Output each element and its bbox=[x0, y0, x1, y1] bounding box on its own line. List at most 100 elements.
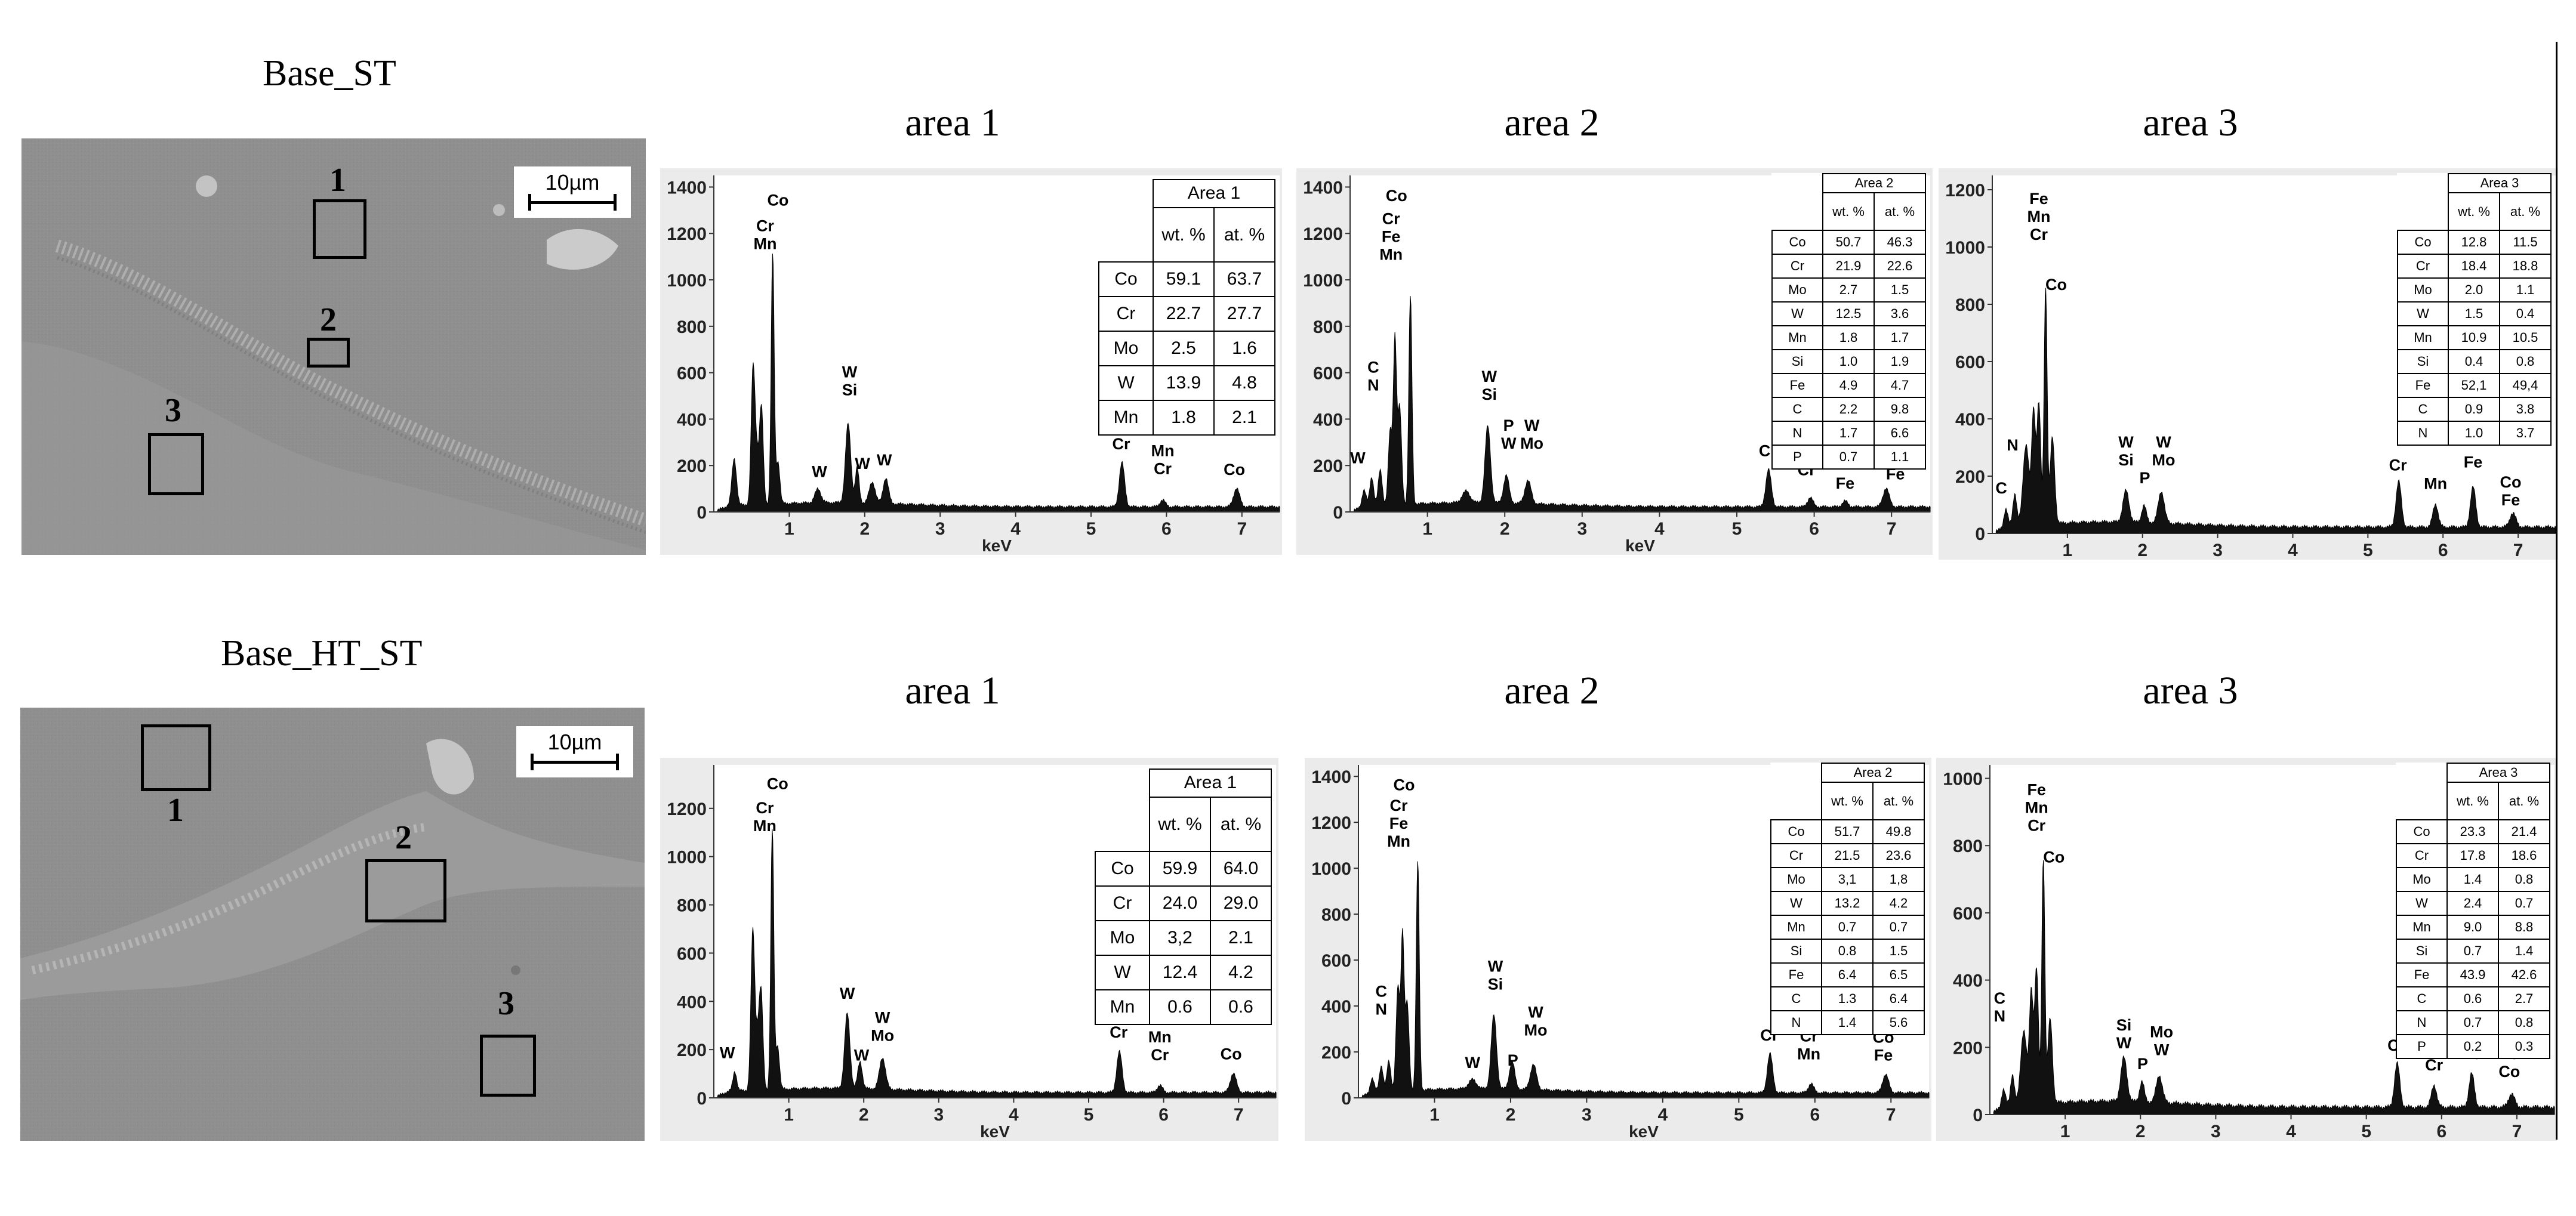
x-tick-label: 7 bbox=[2512, 1122, 2522, 1141]
element-cell: Cr bbox=[1095, 885, 1150, 922]
x-tick-label: 2 bbox=[1500, 519, 1510, 539]
table-corner bbox=[2398, 174, 2448, 193]
value-cell: 2.7 bbox=[1822, 277, 1875, 303]
table-header: wt. % bbox=[1821, 782, 1874, 821]
value-cell: 3.7 bbox=[2499, 421, 2552, 446]
area-label-3: 3 bbox=[165, 392, 181, 429]
value-cell: 21.9 bbox=[1822, 254, 1875, 279]
value-cell: 6.4 bbox=[1872, 986, 1925, 1012]
peak-label: P bbox=[1503, 416, 1514, 434]
value-cell: 18.6 bbox=[2498, 843, 2550, 869]
element-cell: Si bbox=[1771, 349, 1823, 375]
x-axis-label: keV bbox=[1629, 1122, 1659, 1141]
eds-spectrum-base-st-area-1: 0 200 400 600 800 1000 1200 1400 1 2 3 4 5 6 7 keV Co Cr M… bbox=[660, 168, 1282, 555]
value-cell: 49.8 bbox=[1872, 819, 1925, 845]
peak-label: Fe bbox=[2029, 190, 2048, 208]
element-cell: N bbox=[1770, 1010, 1822, 1036]
value-cell: 0.6 bbox=[1149, 989, 1211, 1026]
element-cell: Mo bbox=[1771, 277, 1823, 303]
value-cell: 29.0 bbox=[1210, 885, 1272, 922]
area-box-3 bbox=[480, 1035, 536, 1097]
peak-label: W bbox=[2156, 433, 2171, 451]
y-tick-label: 1200 bbox=[1311, 813, 1351, 833]
value-cell: 24.0 bbox=[1149, 885, 1211, 922]
element-cell: Fe bbox=[2397, 373, 2449, 399]
peak-label: Cr bbox=[1382, 210, 1400, 228]
table-row: Mn 9.0 8.8 bbox=[2396, 915, 2550, 940]
element-cell: Mo bbox=[2396, 867, 2448, 893]
peak-label: W bbox=[1488, 957, 1503, 975]
panel-title-base-st-area-1: area 1 bbox=[905, 101, 1000, 144]
y-tick-label: 400 bbox=[1313, 410, 1343, 430]
value-cell: 49,4 bbox=[2499, 373, 2552, 399]
value-cell: 1.5 bbox=[2448, 301, 2500, 327]
value-cell: 0.6 bbox=[2446, 986, 2499, 1012]
x-axis-label: keV bbox=[980, 1122, 1010, 1141]
peak-label: P bbox=[2137, 1055, 2148, 1073]
value-cell: 2.1 bbox=[1213, 400, 1275, 436]
x-tick-label: 6 bbox=[2438, 541, 2448, 560]
y-tick-label: 200 bbox=[677, 1041, 707, 1060]
table-row: Mn 0.6 0.6 bbox=[1095, 989, 1272, 1026]
value-cell: 59.9 bbox=[1149, 851, 1211, 887]
value-cell: 3,1 bbox=[1821, 867, 1874, 893]
value-cell: 46.3 bbox=[1874, 230, 1926, 255]
table-row: Cr 22.7 27.7 bbox=[1098, 296, 1275, 332]
value-cell: 0.3 bbox=[2498, 1034, 2550, 1060]
table-row: Cr 24.0 29.0 bbox=[1095, 885, 1272, 922]
value-cell: 4.2 bbox=[1210, 955, 1272, 991]
y-tick-label: 1400 bbox=[1311, 767, 1351, 787]
value-cell: 22.7 bbox=[1153, 296, 1215, 332]
peak-label: W bbox=[720, 1044, 735, 1061]
table-row: Fe 4.9 4.7 bbox=[1771, 373, 1926, 399]
x-tick-label: 4 bbox=[1654, 519, 1665, 539]
value-cell: 21.5 bbox=[1821, 843, 1874, 869]
peak-label: W bbox=[2154, 1041, 2170, 1058]
table-corner bbox=[1772, 193, 1823, 230]
row-label-base-st: Base_ST bbox=[263, 53, 396, 94]
table-row: C 2.2 9.8 bbox=[1771, 397, 1926, 422]
x-tick-label: 2 bbox=[859, 519, 870, 539]
y-tick-label: 600 bbox=[1313, 364, 1343, 384]
value-cell: 1.6 bbox=[1213, 331, 1275, 367]
y-tick-label: 1000 bbox=[1945, 238, 1985, 258]
element-cell: Co bbox=[1098, 261, 1154, 298]
peak-label: Mn bbox=[1387, 832, 1410, 850]
table-row: N 1.0 3.7 bbox=[2397, 421, 2552, 446]
y-tick-label: 400 bbox=[677, 992, 707, 1012]
table-row: C 1.3 6.4 bbox=[1770, 986, 1925, 1012]
peak-label: Mo bbox=[1520, 434, 1543, 452]
value-cell: 10.5 bbox=[2499, 325, 2552, 351]
value-cell: 23.6 bbox=[1872, 843, 1925, 869]
value-cell: 0.7 bbox=[1821, 915, 1874, 940]
x-tick-label: 2 bbox=[2136, 1122, 2146, 1141]
right-edge-line bbox=[2556, 42, 2557, 1140]
value-cell: 1.9 bbox=[1874, 349, 1926, 375]
table-title: Area 3 bbox=[2448, 172, 2552, 194]
value-cell: 1.1 bbox=[2499, 277, 2552, 303]
peak-label: C bbox=[1994, 989, 2006, 1007]
element-cell: Cr bbox=[1098, 296, 1154, 332]
peak-label: N bbox=[1367, 376, 1379, 394]
value-cell: 0.4 bbox=[2499, 301, 2552, 327]
value-cell: 4.2 bbox=[1872, 891, 1925, 916]
y-tick-label: 0 bbox=[697, 1089, 707, 1109]
peak-label: Co bbox=[1386, 187, 1407, 205]
peak-label: W bbox=[842, 363, 858, 381]
x-tick-label: 7 bbox=[1234, 1105, 1244, 1125]
area-label-1: 1 bbox=[329, 162, 346, 199]
element-cell: N bbox=[1771, 421, 1823, 446]
table-row: Cr 21.9 22.6 bbox=[1771, 254, 1926, 279]
eds-spectrum-base-ht-st-area-1: 0 200 400 600 800 1000 1200 1 2 3 4 5 6 7 keV Co Cr Mn W W W… bbox=[660, 758, 1278, 1141]
peak-label: W bbox=[1465, 1054, 1480, 1072]
x-tick-label: 4 bbox=[2288, 541, 2298, 560]
table-row: Mn 0.7 0.7 bbox=[1770, 915, 1925, 940]
table-row: Si 0.4 0.8 bbox=[2397, 349, 2552, 375]
value-cell: 1.4 bbox=[2446, 867, 2499, 893]
table-row: Mo 1.4 0.8 bbox=[2396, 867, 2550, 893]
peak-label: Mn bbox=[1151, 442, 1175, 460]
peak-label: Si bbox=[2118, 451, 2134, 469]
peak-label: Mn bbox=[1797, 1045, 1820, 1063]
peak-label: Co bbox=[1224, 461, 1245, 479]
value-cell: 1.8 bbox=[1153, 400, 1215, 436]
